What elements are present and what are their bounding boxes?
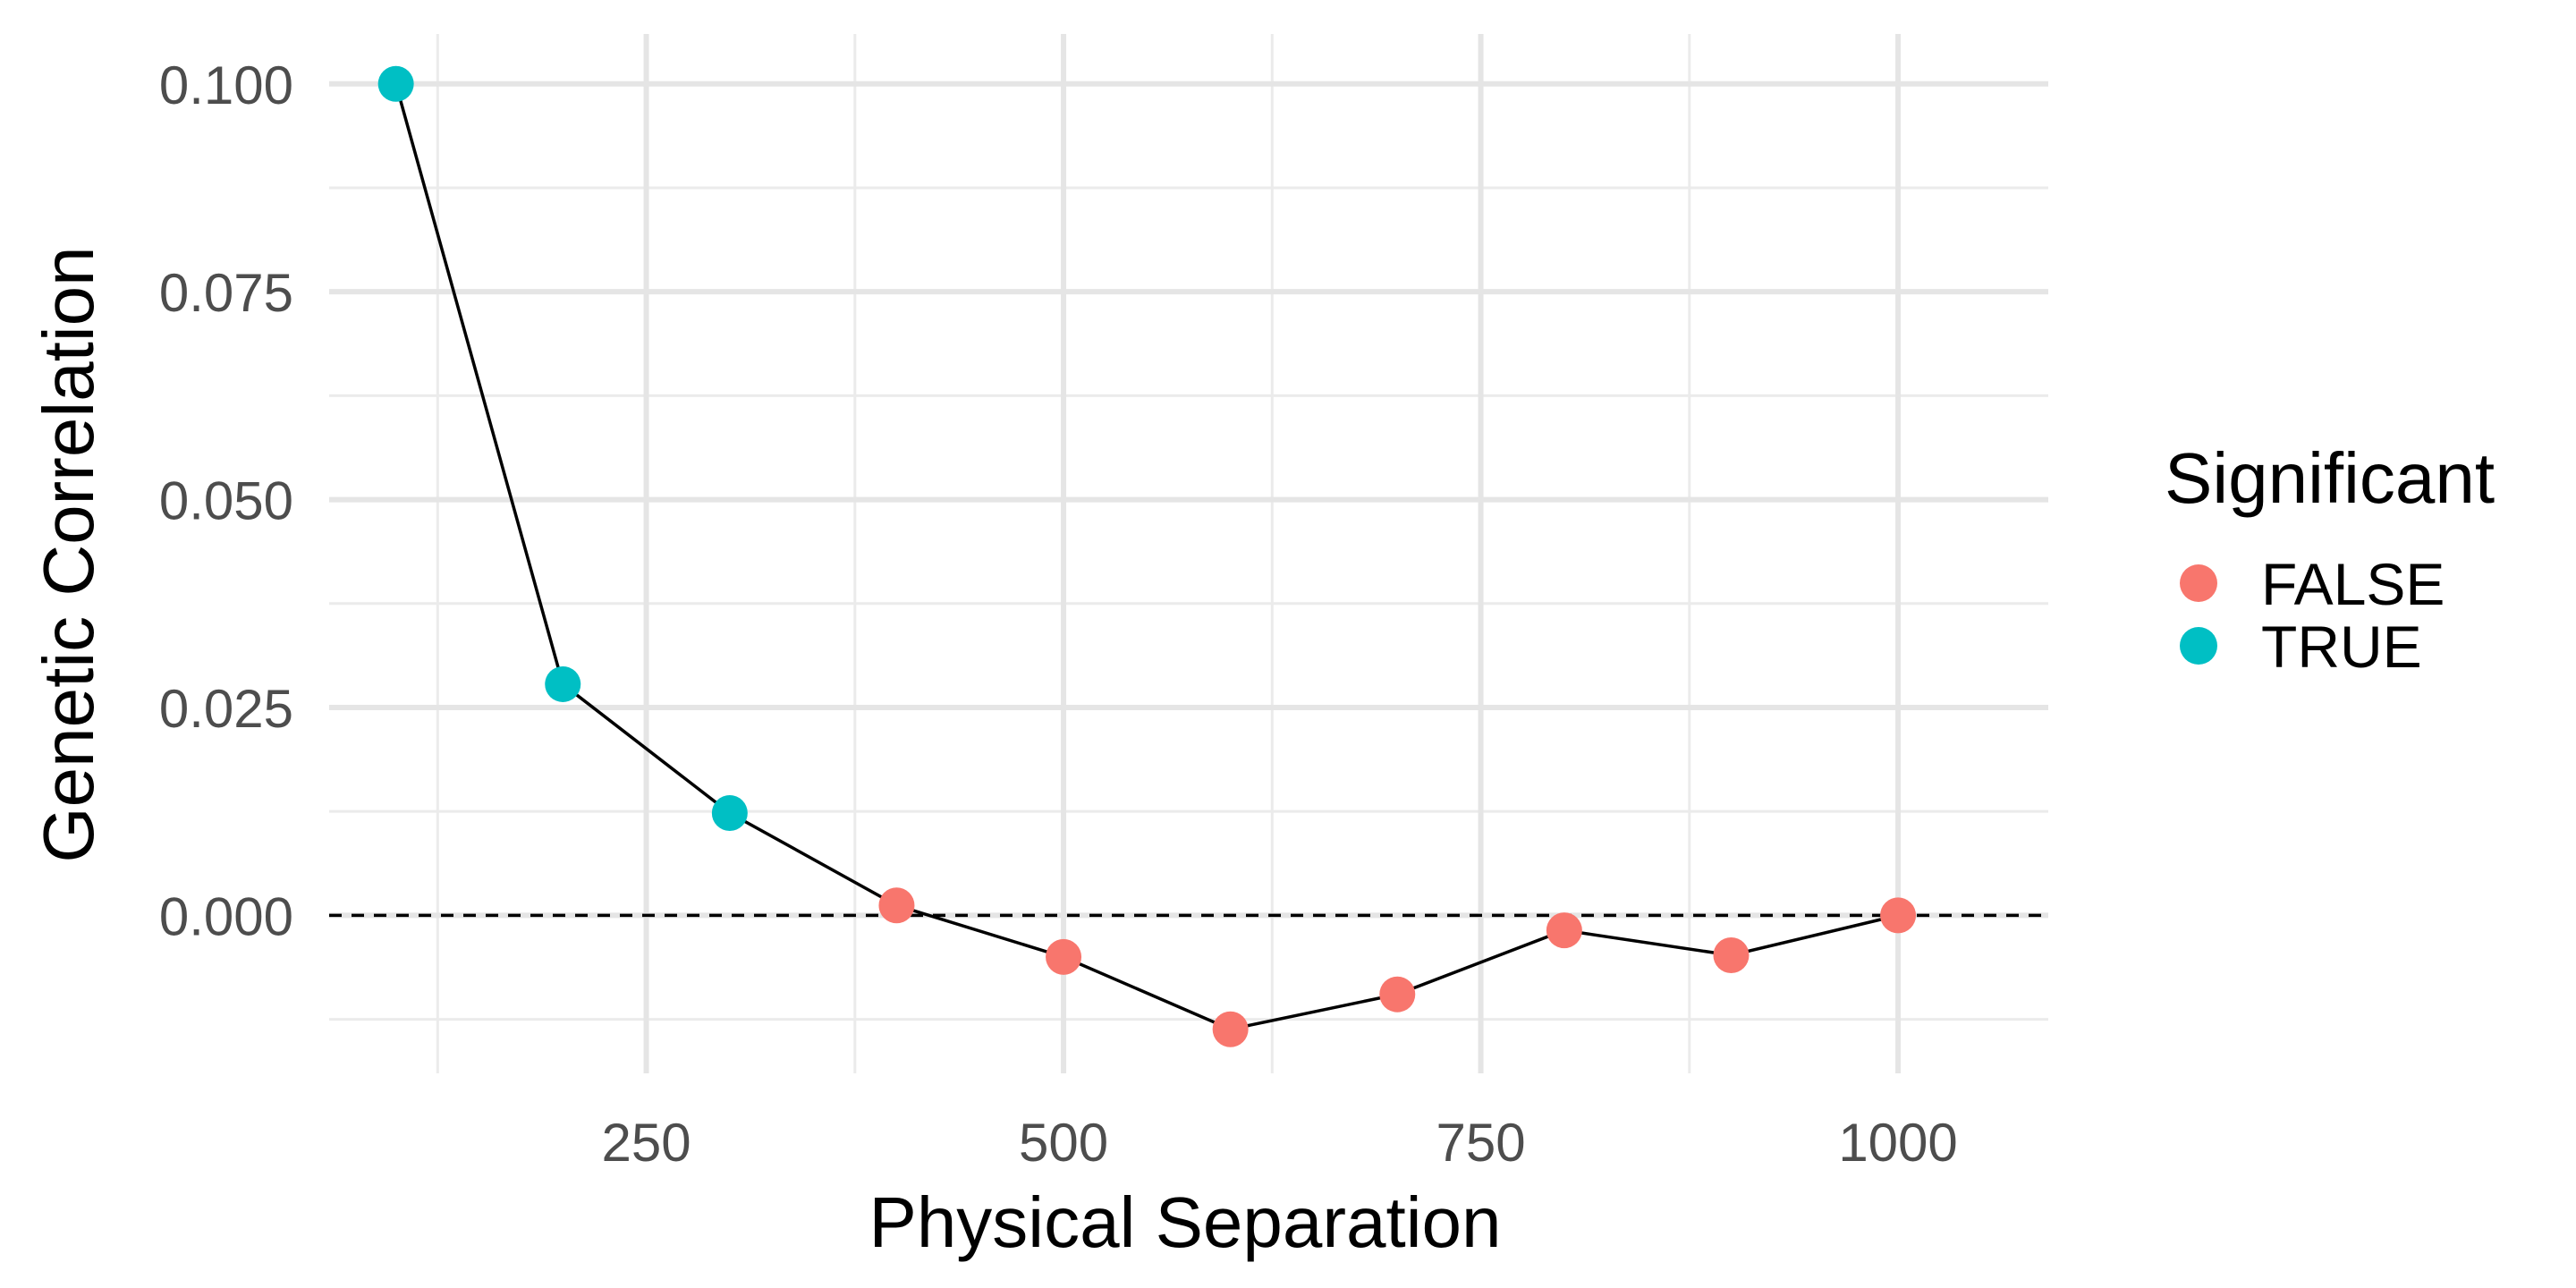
y-tick-label: 0.075 — [159, 263, 293, 323]
y-tick-label: 0.100 — [159, 55, 293, 115]
data-point-true — [377, 65, 414, 102]
legend-key-false — [2180, 564, 2217, 602]
x-tick-label: 1000 — [1838, 1113, 1957, 1173]
y-tick-label: 0.050 — [159, 471, 293, 531]
x-axis-title: Physical Separation — [869, 1182, 1501, 1262]
data-point-false — [1379, 976, 1416, 1013]
y-tick-label: 0.025 — [159, 679, 293, 739]
x-tick-label: 750 — [1436, 1113, 1525, 1173]
data-point-true — [545, 665, 581, 702]
y-tick-label: 0.000 — [159, 886, 293, 946]
grid — [329, 34, 2048, 1073]
data-point-false — [1713, 936, 1750, 973]
x-tick-label: 250 — [601, 1113, 691, 1173]
y-axis-title: Genetic Correlation — [29, 246, 108, 862]
legend-label-false: FALSE — [2261, 551, 2445, 617]
legend-title: Significant — [2165, 438, 2495, 518]
x-tick-labels: 250 500 750 1000 — [601, 1113, 1957, 1173]
connecting-line-layer — [394, 83, 1899, 1031]
y-tick-labels: 0.000 0.025 0.050 0.075 0.100 — [159, 55, 293, 947]
data-point-false — [1880, 897, 1917, 934]
data-point-false — [1546, 912, 1582, 949]
data-point-false — [1046, 938, 1082, 975]
x-tick-label: 500 — [1019, 1113, 1108, 1173]
series-line — [394, 83, 1899, 1031]
legend-label-true: TRUE — [2261, 614, 2422, 680]
data-points — [377, 65, 1917, 1047]
legend: Significant FALSE TRUE — [2165, 438, 2495, 680]
legend-key-true — [2180, 627, 2217, 665]
data-point-false — [878, 887, 915, 924]
data-point-true — [711, 795, 748, 832]
data-point-false — [1212, 1011, 1249, 1047]
